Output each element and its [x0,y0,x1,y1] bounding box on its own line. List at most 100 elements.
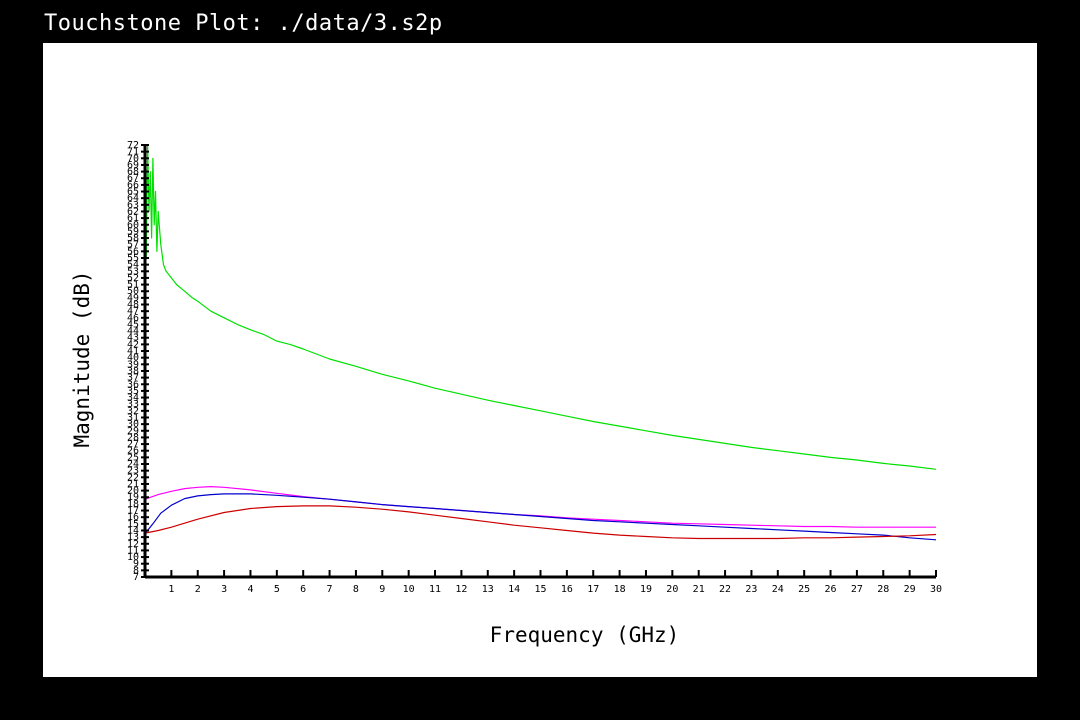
y-tick-label: 57 [127,240,139,251]
y-tick-label: 39 [127,359,139,370]
series-line-3 [144,493,937,541]
y-tick-label: 60 [127,220,139,231]
y-tick-label: 38 [127,366,139,377]
y-tick-label: 44 [127,326,139,337]
y-tick-label: 46 [127,313,139,324]
y-tick-label: 41 [127,346,139,357]
x-tick-label: 2 [195,584,201,595]
y-tick-label: 66 [127,180,139,191]
y-tick-label: 54 [127,260,139,271]
y-tick-label: 51 [127,280,139,291]
y-tick-label: 49 [127,293,139,304]
y-tick-label: 24 [127,459,139,470]
axis-layer: 1 2 3 4 5 6 7 8 9 10 11 12 13 14 15 16 17 18 19 20 21 22 23 24 2… [127,140,942,595]
y-tick-label: 14 [127,525,139,536]
x-tick-label: 4 [247,584,253,595]
y-tick-label: 11 [127,545,139,556]
y-tick-label: 15 [127,519,139,530]
x-axis-title: Frequency (GHz) [490,623,680,647]
window-title: Touchstone Plot: ./data/3.s2p [44,11,443,36]
y-tick-label: 47 [127,306,139,317]
y-tick-label: 35 [127,386,139,397]
y-axis-title: Magnitude (dB) [70,270,94,447]
y-tick-label: 25 [127,452,139,463]
y-tick-label: 40 [127,353,139,364]
x-tick-label: 27 [851,584,863,595]
y-tick-label: 56 [127,246,139,257]
x-tick-label: 11 [429,584,441,595]
y-tick-label: 64 [127,193,139,204]
y-tick-label: 42 [127,339,139,350]
y-tick-label: 22 [127,472,139,483]
y-tick-label: 26 [127,446,139,457]
x-tick-label: 25 [798,584,810,595]
y-tick-label: 9 [133,559,139,570]
x-tick-label: 14 [508,584,520,595]
x-tick-label: 9 [379,584,385,595]
x-tick-label: 8 [353,584,359,595]
x-tick-label: 16 [561,584,573,595]
y-tick-label: 71 [127,147,139,158]
x-tick-label: 17 [587,584,599,595]
y-tick-label: 52 [127,273,139,284]
y-tick-label: 28 [127,432,139,443]
x-tick-label: 19 [640,584,652,595]
y-tick-label: 31 [127,412,139,423]
y-tick-label: 37 [127,373,139,384]
y-tick-label: 17 [127,506,139,517]
series-line-1 [145,144,937,470]
y-tick-label: 34 [127,393,139,404]
y-tick-label: 43 [127,333,139,344]
y-tick-label: 63 [127,200,139,211]
y-tick-label: 68 [127,167,139,178]
x-tick-label: 3 [221,584,227,595]
x-tick-label: 18 [614,584,626,595]
x-tick-label: 10 [403,584,415,595]
series-line-2 [144,486,936,528]
x-tick-label: 5 [274,584,280,595]
y-tick-label: 62 [127,206,139,217]
y-tick-label: 67 [127,173,139,184]
x-tick-label: 30 [930,584,942,595]
y-tick-label: 33 [127,399,139,410]
x-tick-label: 29 [904,584,916,595]
y-tick-label: 55 [127,253,139,264]
y-tick-label: 72 [127,140,139,151]
y-tick-label: 32 [127,406,139,417]
y-tick-label: 20 [127,486,139,497]
y-tick-label: 53 [127,266,139,277]
x-tick-label: 7 [327,584,333,595]
x-tick-label: 24 [772,584,784,595]
y-tick-label: 69 [127,160,139,171]
y-tick-label: 61 [127,213,139,224]
x-tick-label: 23 [745,584,757,595]
y-tick-label: 65 [127,187,139,198]
x-tick-label: 6 [300,584,306,595]
series-layer [144,144,937,541]
y-tick-label: 18 [127,499,139,510]
y-tick-label: 12 [127,539,139,550]
y-tick-label: 48 [127,300,139,311]
x-tick-label: 26 [825,584,837,595]
y-tick-label: 10 [127,552,139,563]
x-tick-label: 15 [534,584,546,595]
y-tick-label: 23 [127,466,139,477]
magnitude-chart: 1 2 3 4 5 6 7 8 9 10 11 12 13 14 15 16 17 18 19 20 21 22 23 24 2… [70,140,942,647]
y-tick-label: 13 [127,532,139,543]
y-tick-label: 21 [127,479,139,490]
y-tick-label: 30 [127,419,139,430]
y-tick-label: 8 [133,565,139,576]
y-tick-label: 16 [127,512,139,523]
x-tick-label: 28 [877,584,889,595]
y-tick-label: 45 [127,319,139,330]
x-tick-label: 12 [455,584,467,595]
x-tick-label: 13 [482,584,494,595]
plot-panel: 1 2 3 4 5 6 7 8 9 10 11 12 13 14 15 16 17 18 19 20 21 22 23 24 2… [43,43,1037,677]
y-tick-label: 70 [127,153,139,164]
x-tick-label: 1 [168,584,174,595]
y-tick-label: 29 [127,426,139,437]
y-tick-label: 19 [127,492,139,503]
y-tick-label: 59 [127,226,139,237]
series-line-4 [144,505,937,540]
y-tick-label: 27 [127,439,139,450]
